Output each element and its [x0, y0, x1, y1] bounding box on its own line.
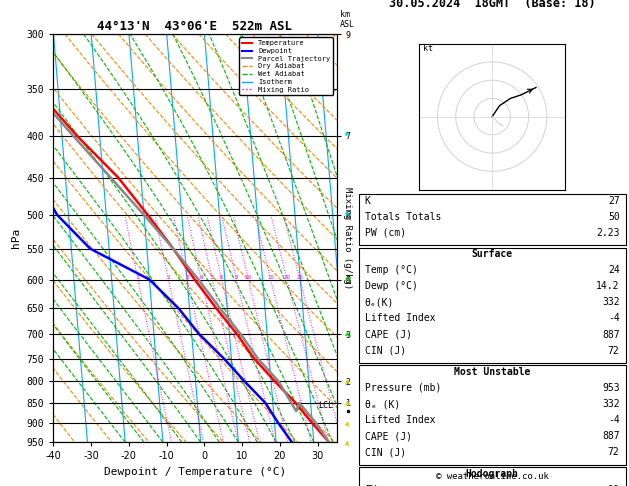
Text: 14.2: 14.2	[596, 281, 620, 292]
Text: 30.05.2024  18GMT  (Base: 18): 30.05.2024 18GMT (Base: 18)	[389, 0, 596, 10]
Text: EH: EH	[365, 485, 377, 486]
Text: 2: 2	[167, 275, 170, 279]
Text: km
ASL: km ASL	[340, 10, 355, 29]
Text: 25: 25	[296, 275, 303, 279]
Text: -4: -4	[608, 313, 620, 324]
Text: CIN (J): CIN (J)	[365, 346, 406, 356]
Title: 44°13'N  43°06'E  522m ASL: 44°13'N 43°06'E 522m ASL	[97, 20, 292, 33]
Text: PW (cm): PW (cm)	[365, 228, 406, 238]
Text: 24: 24	[608, 265, 620, 276]
Text: Lifted Index: Lifted Index	[365, 313, 435, 324]
Text: 4: 4	[199, 275, 203, 279]
Text: © weatheronline.co.uk: © weatheronline.co.uk	[436, 472, 548, 481]
Text: Temp (°C): Temp (°C)	[365, 265, 418, 276]
Text: LCL: LCL	[318, 401, 333, 410]
Text: Pressure (mb): Pressure (mb)	[365, 383, 441, 393]
Text: 10: 10	[608, 485, 620, 486]
Text: 1: 1	[136, 275, 140, 279]
Text: Hodograph: Hodograph	[465, 469, 519, 479]
Text: 6: 6	[220, 275, 223, 279]
Text: Totals Totals: Totals Totals	[365, 212, 441, 222]
X-axis label: Dewpoint / Temperature (°C): Dewpoint / Temperature (°C)	[104, 467, 286, 477]
Text: 953: 953	[602, 383, 620, 393]
Legend: Temperature, Dewpoint, Parcel Trajectory, Dry Adiabat, Wet Adiabat, Isotherm, Mi: Temperature, Dewpoint, Parcel Trajectory…	[239, 37, 333, 95]
Text: 3: 3	[186, 275, 189, 279]
Text: 5: 5	[211, 275, 214, 279]
Y-axis label: hPa: hPa	[11, 228, 21, 248]
Text: 2.23: 2.23	[596, 228, 620, 238]
Text: kt: kt	[423, 44, 433, 53]
Text: θₑ (K): θₑ (K)	[365, 399, 400, 409]
Text: 27: 27	[608, 196, 620, 206]
Text: Surface: Surface	[472, 249, 513, 260]
Text: 50: 50	[608, 212, 620, 222]
Text: 332: 332	[602, 399, 620, 409]
Text: 15: 15	[267, 275, 274, 279]
Text: Mixing Ratio (g/kg): Mixing Ratio (g/kg)	[343, 187, 352, 289]
Text: Lifted Index: Lifted Index	[365, 415, 435, 425]
Text: 72: 72	[608, 346, 620, 356]
Text: θₑ(K): θₑ(K)	[365, 297, 394, 308]
Text: CAPE (J): CAPE (J)	[365, 330, 412, 340]
Text: K: K	[365, 196, 370, 206]
Text: Most Unstable: Most Unstable	[454, 367, 530, 377]
Text: 20: 20	[284, 275, 291, 279]
Text: 887: 887	[602, 330, 620, 340]
Text: 8: 8	[235, 275, 238, 279]
Text: 887: 887	[602, 431, 620, 441]
Text: 10: 10	[245, 275, 252, 279]
Text: Dewp (°C): Dewp (°C)	[365, 281, 418, 292]
Text: -4: -4	[608, 415, 620, 425]
Text: 332: 332	[602, 297, 620, 308]
Text: CIN (J): CIN (J)	[365, 447, 406, 457]
Text: CAPE (J): CAPE (J)	[365, 431, 412, 441]
Text: 72: 72	[608, 447, 620, 457]
